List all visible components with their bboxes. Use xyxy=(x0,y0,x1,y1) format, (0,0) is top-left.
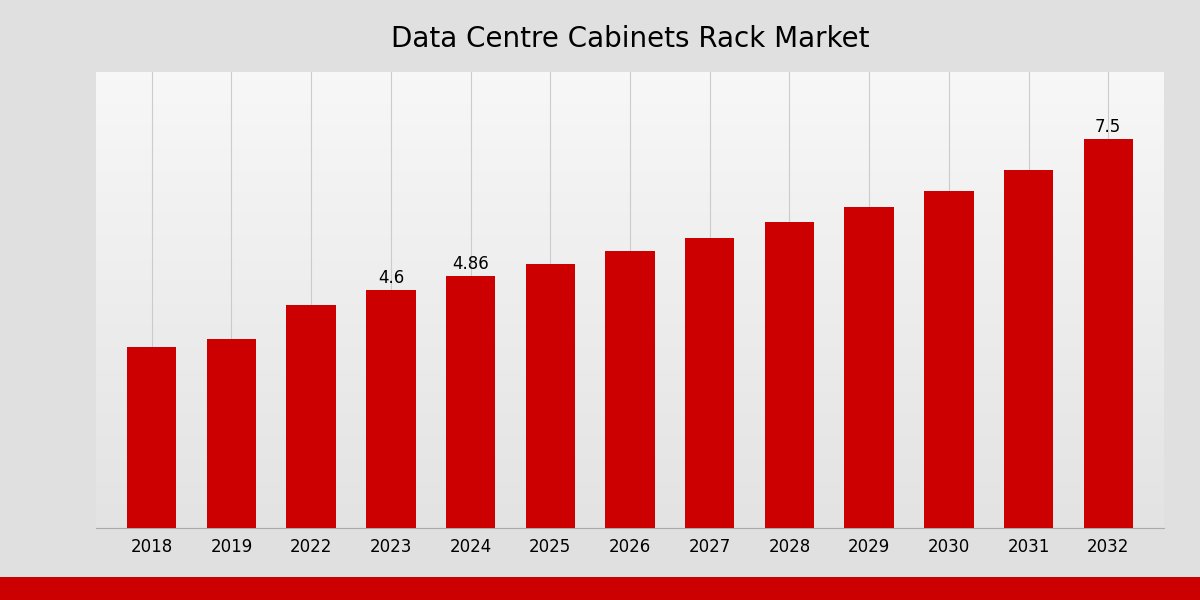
Bar xyxy=(446,276,496,528)
Text: 4.6: 4.6 xyxy=(378,269,404,287)
Bar xyxy=(605,251,655,528)
Bar xyxy=(764,222,814,528)
Bar xyxy=(127,347,176,528)
Bar xyxy=(206,339,257,528)
Bar xyxy=(1004,170,1054,528)
Bar xyxy=(366,290,415,528)
Bar xyxy=(1084,139,1133,528)
Bar xyxy=(924,191,973,528)
Text: 7.5: 7.5 xyxy=(1096,118,1121,136)
Bar xyxy=(845,207,894,528)
Title: Data Centre Cabinets Rack Market: Data Centre Cabinets Rack Market xyxy=(391,25,869,53)
Bar xyxy=(685,238,734,528)
Text: 4.86: 4.86 xyxy=(452,255,488,273)
Bar xyxy=(526,264,575,528)
Bar xyxy=(287,305,336,528)
